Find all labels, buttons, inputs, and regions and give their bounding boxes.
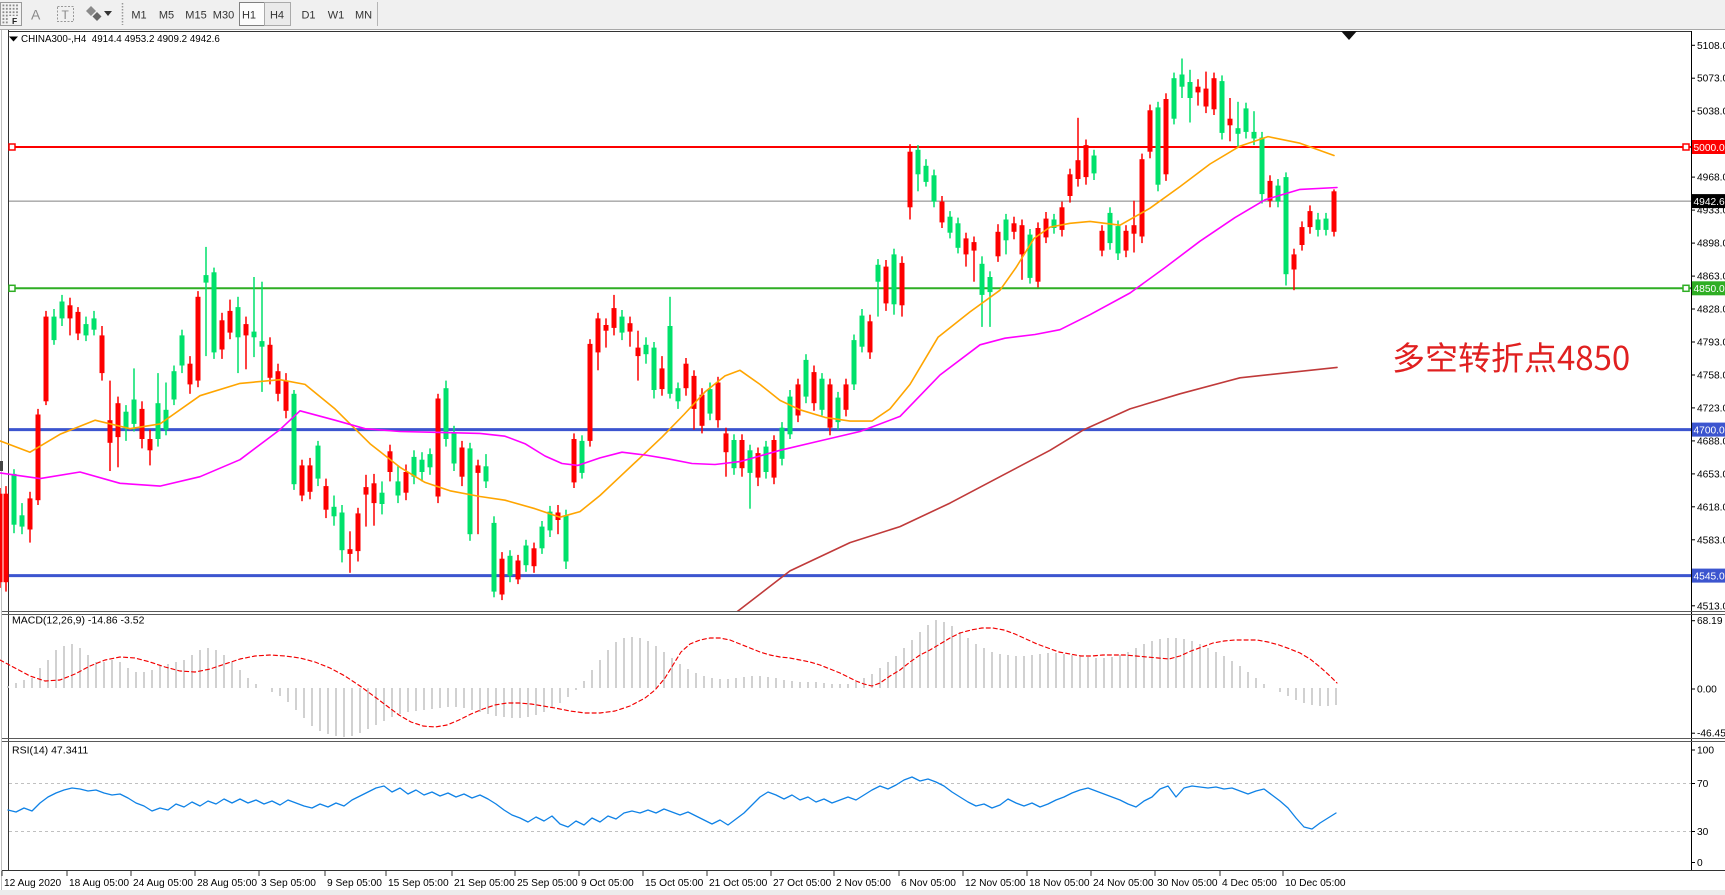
svg-text:F: F [12,16,17,26]
svg-text:15 Sep 05:00: 15 Sep 05:00 [388,878,449,889]
svg-text:4618.0: 4618.0 [1697,502,1725,513]
svg-text:4850.0: 4850.0 [1694,284,1725,295]
svg-text:70: 70 [1697,779,1709,790]
svg-text:4828.0: 4828.0 [1697,305,1725,316]
svg-text:2 Nov 05:00: 2 Nov 05:00 [836,878,891,889]
svg-text:M5: M5 [159,10,174,22]
svg-text:4898.0: 4898.0 [1697,239,1725,250]
svg-text:4545.0: 4545.0 [1694,571,1725,582]
svg-text:5073.0: 5073.0 [1697,74,1725,85]
svg-text:4513.0: 4513.0 [1697,601,1725,612]
svg-text:6 Nov 05:00: 6 Nov 05:00 [901,878,956,889]
svg-text:5000.0: 5000.0 [1694,143,1725,154]
svg-text:4758.0: 4758.0 [1697,371,1725,382]
svg-text:4793.0: 4793.0 [1697,338,1725,349]
svg-text:18 Aug 05:00: 18 Aug 05:00 [69,878,129,889]
svg-text:CHINA300-,H4 4914.4 4953.2 49: CHINA300-,H4 4914.4 4953.2 4909.2 4942.6 [21,34,220,45]
svg-text:5108.0: 5108.0 [1697,41,1725,52]
svg-text:4863.0: 4863.0 [1697,272,1725,283]
svg-text:MACD(12,26,9) -14.86 -3.52: MACD(12,26,9) -14.86 -3.52 [12,615,145,627]
svg-text:4933.0: 4933.0 [1697,206,1725,217]
svg-text:M30: M30 [213,10,234,22]
svg-text:27 Oct 05:00: 27 Oct 05:00 [773,878,832,889]
svg-text:3 Sep 05:00: 3 Sep 05:00 [261,878,316,889]
svg-text:5038.0: 5038.0 [1697,107,1725,118]
svg-text:9 Sep 05:00: 9 Sep 05:00 [327,878,382,889]
svg-text:24 Nov 05:00: 24 Nov 05:00 [1093,878,1154,889]
svg-text:0: 0 [1697,858,1703,869]
svg-text:4700.0: 4700.0 [1694,425,1725,436]
svg-text:12 Aug 2020: 12 Aug 2020 [4,878,62,889]
svg-text:21 Sep 05:00: 21 Sep 05:00 [454,878,515,889]
svg-text:4688.0: 4688.0 [1697,436,1725,447]
svg-text:H4: H4 [270,10,284,22]
svg-text:4 Dec 05:00: 4 Dec 05:00 [1222,878,1277,889]
svg-text:30 Nov 05:00: 30 Nov 05:00 [1157,878,1218,889]
svg-text:T: T [62,8,70,22]
svg-text:10 Dec 05:00: 10 Dec 05:00 [1285,878,1346,889]
svg-text:D1: D1 [301,10,315,22]
svg-text:4653.0: 4653.0 [1697,469,1725,480]
svg-text:4942.6: 4942.6 [1694,197,1725,208]
svg-text:68.19: 68.19 [1697,616,1723,627]
svg-text:H1: H1 [242,10,256,22]
svg-text:24 Aug 05:00: 24 Aug 05:00 [133,878,193,889]
svg-text:18 Nov 05:00: 18 Nov 05:00 [1029,878,1090,889]
svg-text:25 Sep 05:00: 25 Sep 05:00 [517,878,578,889]
svg-text:M15: M15 [185,10,206,22]
svg-text:-46.45: -46.45 [1697,729,1725,740]
svg-text:A: A [31,7,41,23]
svg-text:21 Oct 05:00: 21 Oct 05:00 [709,878,768,889]
svg-text:30: 30 [1697,827,1709,838]
svg-text:9 Oct 05:00: 9 Oct 05:00 [581,878,634,889]
svg-text:W1: W1 [328,10,345,22]
svg-text:RSI(14) 47.3411: RSI(14) 47.3411 [12,745,88,757]
svg-text:MN: MN [355,10,372,22]
svg-text:15 Oct 05:00: 15 Oct 05:00 [645,878,704,889]
svg-text:100: 100 [1697,746,1714,757]
svg-text:12 Nov 05:00: 12 Nov 05:00 [965,878,1026,889]
svg-text:M1: M1 [131,10,146,22]
svg-text:4968.0: 4968.0 [1697,173,1725,184]
svg-text:4583.0: 4583.0 [1697,535,1725,546]
svg-text:28 Aug 05:00: 28 Aug 05:00 [197,878,257,889]
svg-text:0.00: 0.00 [1697,685,1717,696]
svg-text:4723.0: 4723.0 [1697,403,1725,414]
